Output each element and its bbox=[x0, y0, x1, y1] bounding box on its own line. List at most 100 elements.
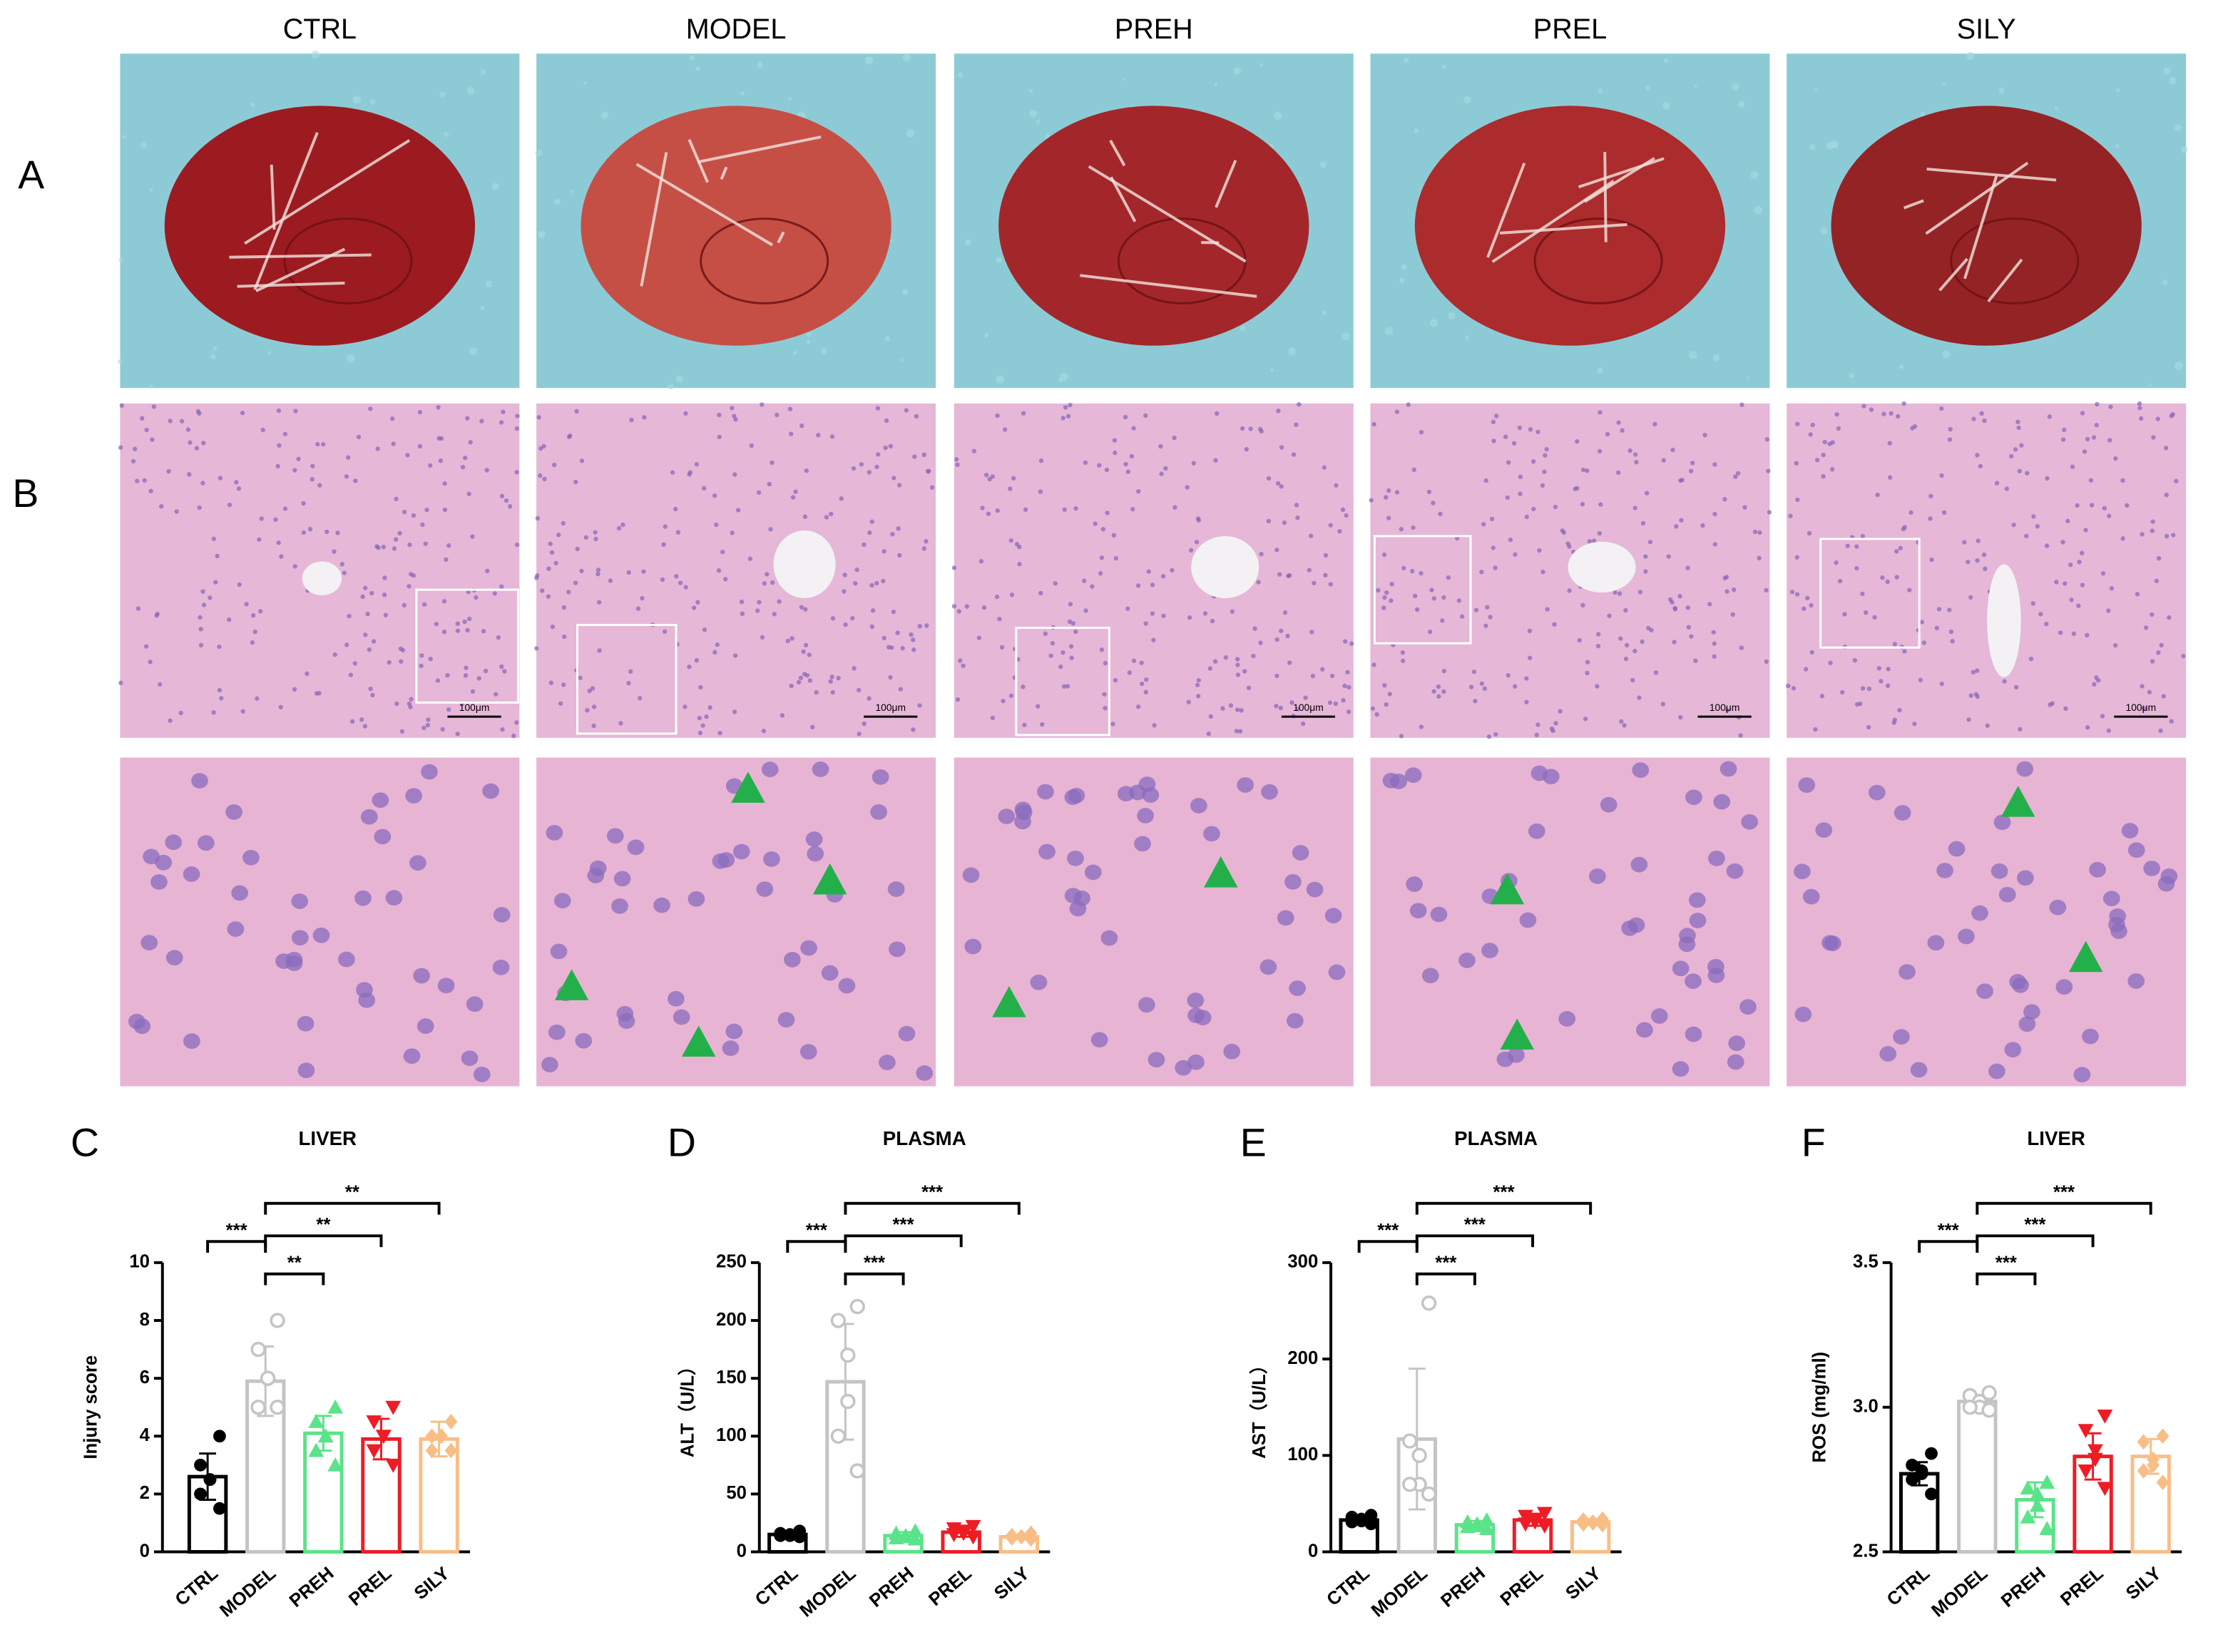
nucleus bbox=[354, 890, 372, 906]
nucleus bbox=[1534, 732, 1539, 737]
nucleus bbox=[394, 496, 399, 501]
nucleus bbox=[2085, 436, 2090, 442]
nucleus bbox=[142, 478, 147, 483]
photo-texture bbox=[1319, 161, 1327, 168]
nucleus bbox=[317, 483, 322, 488]
nucleus bbox=[1528, 427, 1533, 432]
nucleus bbox=[408, 704, 413, 709]
nucleus bbox=[507, 504, 513, 509]
nucleus bbox=[128, 1013, 145, 1030]
nucleus bbox=[374, 828, 392, 845]
significance-bracket bbox=[1415, 1201, 1593, 1215]
nucleus bbox=[777, 1012, 795, 1028]
nucleus bbox=[1235, 672, 1241, 677]
nucleus bbox=[140, 935, 158, 950]
nucleus bbox=[1399, 734, 1404, 739]
nucleus bbox=[551, 462, 557, 468]
nucleus bbox=[1431, 689, 1436, 694]
nucleus bbox=[1008, 486, 1013, 491]
nucleus bbox=[442, 507, 448, 513]
nucleus bbox=[1208, 714, 1213, 719]
nucleus bbox=[1739, 402, 1744, 407]
nucleus bbox=[583, 535, 589, 540]
photo-texture bbox=[1732, 83, 1739, 91]
nucleus bbox=[716, 568, 722, 573]
nucleus bbox=[1259, 959, 1277, 975]
nucleus bbox=[276, 540, 281, 545]
nucleus bbox=[888, 443, 894, 448]
liver-lobe bbox=[1117, 217, 1247, 304]
nucleus bbox=[575, 1032, 593, 1049]
nucleus bbox=[926, 468, 931, 473]
nucleus bbox=[1973, 692, 1978, 697]
nucleus bbox=[367, 647, 372, 652]
nucleus bbox=[538, 446, 543, 451]
nucleus bbox=[1090, 584, 1095, 589]
y-tick-label: 0 bbox=[140, 1541, 150, 1561]
nucleus bbox=[1588, 868, 1606, 884]
nucleus bbox=[1104, 467, 1110, 473]
photo-texture bbox=[958, 72, 964, 78]
nucleus bbox=[1535, 429, 1540, 434]
nucleus bbox=[1912, 424, 1918, 429]
nucleus bbox=[881, 578, 886, 584]
nucleus bbox=[275, 463, 280, 468]
nucleus bbox=[1159, 471, 1164, 476]
nucleus bbox=[1421, 968, 1439, 984]
photo-texture bbox=[1404, 57, 1409, 63]
nucleus bbox=[1279, 445, 1284, 450]
highlight bbox=[1987, 258, 2023, 303]
nucleus bbox=[1685, 605, 1691, 610]
significance-label: *** bbox=[1493, 1183, 1514, 1203]
nucleus bbox=[1136, 488, 1141, 494]
nucleus bbox=[1069, 901, 1087, 917]
nucleus bbox=[1505, 495, 1510, 501]
point bbox=[1355, 1514, 1368, 1528]
nucleus bbox=[697, 715, 702, 721]
nucleus bbox=[2112, 643, 2118, 648]
photo-texture bbox=[570, 190, 574, 193]
point bbox=[907, 1523, 924, 1538]
nucleus bbox=[700, 723, 705, 728]
x-tick-label: PREH bbox=[1437, 1564, 1489, 1611]
nucleus bbox=[258, 609, 263, 614]
nucleus bbox=[1872, 615, 1877, 620]
nucleus bbox=[179, 419, 185, 424]
nucleus bbox=[417, 443, 423, 449]
nucleus bbox=[2023, 1004, 2040, 1020]
photo-texture bbox=[1036, 119, 1041, 124]
nucleus bbox=[1100, 930, 1118, 946]
nucleus bbox=[593, 530, 598, 535]
nucleus bbox=[661, 542, 666, 547]
nucleus bbox=[638, 696, 643, 701]
nucleus bbox=[218, 476, 223, 481]
group-header: SILY bbox=[1957, 14, 2016, 45]
nucleus bbox=[1113, 677, 1118, 683]
histology-zoom bbox=[120, 757, 520, 1087]
nucleus bbox=[1152, 723, 1157, 728]
nucleus bbox=[1196, 677, 1201, 683]
nucleus bbox=[1829, 467, 1835, 472]
nucleus bbox=[1661, 458, 1667, 463]
nucleus bbox=[419, 663, 424, 669]
nucleus bbox=[642, 415, 647, 420]
nucleus bbox=[881, 635, 886, 641]
nucleus bbox=[511, 733, 516, 739]
vessel bbox=[302, 561, 342, 595]
nucleus bbox=[1415, 607, 1420, 612]
nucleus bbox=[1215, 411, 1220, 416]
arrow-marker bbox=[812, 863, 847, 895]
nucleus bbox=[1099, 555, 1105, 560]
nucleus bbox=[2025, 471, 2030, 476]
significance-label: *** bbox=[2024, 1215, 2045, 1235]
nucleus bbox=[485, 568, 490, 573]
nucleus bbox=[1481, 522, 1486, 527]
nucleus bbox=[413, 968, 430, 984]
nucleus bbox=[1242, 669, 1247, 674]
nucleus bbox=[2060, 540, 2065, 545]
nucleus bbox=[479, 419, 484, 424]
nucleus bbox=[1632, 452, 1638, 457]
nucleus bbox=[2127, 842, 2145, 858]
nucleus bbox=[549, 550, 555, 555]
nucleus bbox=[725, 1023, 743, 1040]
